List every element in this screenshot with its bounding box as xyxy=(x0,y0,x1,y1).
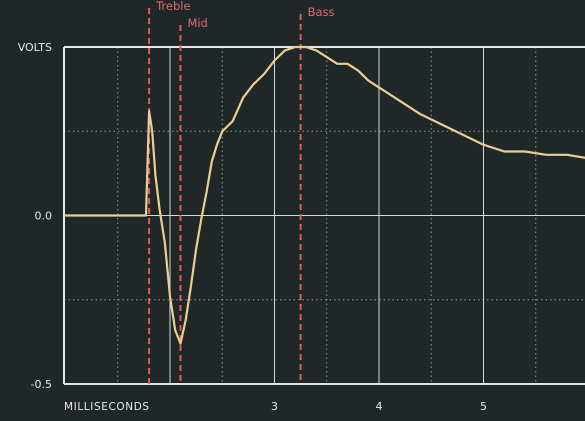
tick-labels: 3456VOLTS0.0-0.5 xyxy=(18,41,585,413)
plot-frame xyxy=(63,46,585,385)
y-tick-label: -0.5 xyxy=(31,378,52,391)
y-tick-label: VOLTS xyxy=(18,41,52,54)
series-line xyxy=(64,45,585,345)
grid xyxy=(64,47,585,384)
y-tick-label: 0.0 xyxy=(35,210,53,223)
marker-label: Mid xyxy=(187,16,207,30)
series-layer xyxy=(64,45,585,345)
x-tick-label: 4 xyxy=(376,400,383,413)
frequency-markers: Treble Mid Bass xyxy=(148,0,335,384)
x-tick-label: 3 xyxy=(271,400,278,413)
x-tick-label: 5 xyxy=(480,400,487,413)
marker-label: Treble xyxy=(155,0,190,13)
x-axis-label: MILLISECONDS xyxy=(64,401,150,413)
marker-label: Bass xyxy=(308,5,335,19)
